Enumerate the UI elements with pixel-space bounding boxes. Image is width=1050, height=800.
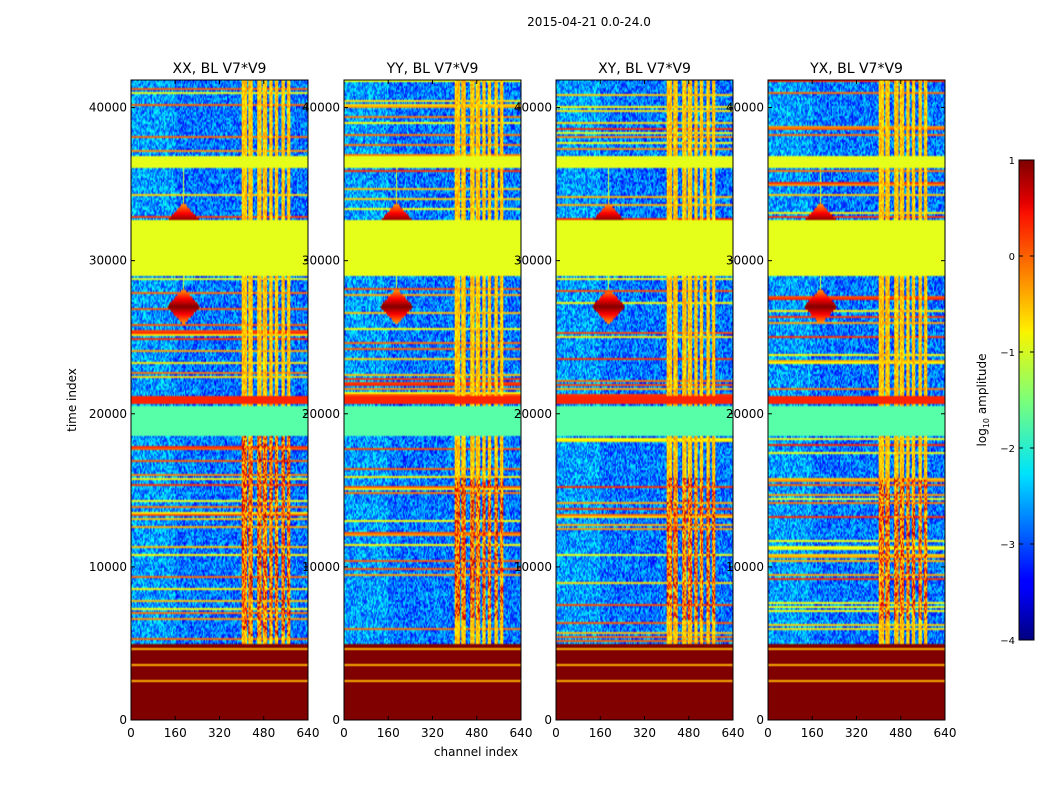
y-tick-label: 40000 bbox=[89, 101, 127, 115]
x-tick-label: 640 bbox=[722, 726, 745, 740]
y-tick-label: 30000 bbox=[302, 254, 340, 268]
y-axis-label: time index bbox=[65, 368, 79, 432]
panel-3: XY, BL V7*V9 0 160 320 480 640 0 10000 20000 3000… bbox=[514, 61, 745, 740]
x-tick-label: 320 bbox=[633, 726, 656, 740]
x-tick-label: 320 bbox=[208, 726, 231, 740]
colorbar-tick-label: −1 bbox=[1000, 348, 1015, 359]
x-tick-label: 640 bbox=[934, 726, 957, 740]
y-tick-label: 20000 bbox=[514, 407, 552, 421]
panel-title: XY, BL V7*V9 bbox=[598, 61, 691, 77]
y-tick-label: 0 bbox=[119, 713, 127, 727]
colorbar-label-rest: amplitude bbox=[975, 354, 989, 418]
colorbar: 10−1−2−3−4 log10 amplitude bbox=[975, 156, 1035, 647]
y-tick-label: 0 bbox=[332, 713, 340, 727]
panel-title: XX, BL V7*V9 bbox=[173, 61, 267, 77]
panel-heatmap bbox=[344, 80, 521, 720]
y-tick-label: 10000 bbox=[89, 560, 127, 574]
x-tick-label: 320 bbox=[845, 726, 868, 740]
x-tick-label: 320 bbox=[421, 726, 444, 740]
colorbar-label: log10 amplitude bbox=[975, 354, 991, 447]
colorbar-tick-label: 0 bbox=[1009, 252, 1015, 263]
y-tick-label: 10000 bbox=[514, 560, 552, 574]
panel-2: YY, BL V7*V9 0 160 320 480 640 0 10000 20000 3000… bbox=[302, 61, 533, 740]
colorbar-tick-label: −2 bbox=[1000, 444, 1015, 455]
x-tick-label: 0 bbox=[764, 726, 772, 740]
x-tick-label: 640 bbox=[510, 726, 533, 740]
panel-heatmap bbox=[131, 80, 308, 720]
y-tick-label: 0 bbox=[544, 713, 552, 727]
x-tick-label: 640 bbox=[297, 726, 320, 740]
x-axis-label: channel index bbox=[434, 745, 518, 759]
x-tick-label: 480 bbox=[465, 726, 488, 740]
colorbar-label-base: log bbox=[975, 428, 989, 446]
x-tick-label: 160 bbox=[801, 726, 824, 740]
y-tick-label: 20000 bbox=[726, 407, 764, 421]
colorbar-tick-label: 1 bbox=[1009, 156, 1015, 167]
y-tick-label: 0 bbox=[756, 713, 764, 727]
panel-heatmap bbox=[556, 80, 733, 720]
x-tick-label: 160 bbox=[589, 726, 612, 740]
y-tick-label: 30000 bbox=[514, 254, 552, 268]
x-tick-label: 160 bbox=[377, 726, 400, 740]
y-tick-label: 30000 bbox=[89, 254, 127, 268]
x-tick-label: 0 bbox=[340, 726, 348, 740]
y-tick-label: 40000 bbox=[302, 101, 340, 115]
panel-heatmap bbox=[768, 80, 945, 720]
colorbar-label-sub: 10 bbox=[982, 418, 991, 428]
y-tick-label: 30000 bbox=[726, 254, 764, 268]
x-tick-label: 480 bbox=[252, 726, 275, 740]
colorbar-tick-label: −3 bbox=[1000, 540, 1015, 551]
y-tick-label: 40000 bbox=[514, 101, 552, 115]
panel-1: XX, BL V7*V9 0 160 320 480 640 0 10000 20000 3000… bbox=[89, 61, 320, 740]
x-tick-label: 480 bbox=[889, 726, 912, 740]
y-tick-label: 10000 bbox=[302, 560, 340, 574]
panel-title: YY, BL V7*V9 bbox=[386, 61, 479, 77]
colorbar-tick-label: −4 bbox=[1000, 636, 1015, 647]
panel-title: YX, BL V7*V9 bbox=[809, 61, 903, 77]
x-tick-label: 480 bbox=[677, 726, 700, 740]
y-tick-label: 20000 bbox=[89, 407, 127, 421]
y-tick-label: 20000 bbox=[302, 407, 340, 421]
panel-4: YX, BL V7*V9 0 160 320 480 640 0 10000 20000 3000… bbox=[726, 61, 957, 740]
y-tick-label: 10000 bbox=[726, 560, 764, 574]
x-tick-label: 0 bbox=[127, 726, 135, 740]
colorbar-gradient bbox=[1018, 159, 1035, 641]
figure-suptitle: 2015-04-21 0.0-24.0 bbox=[527, 15, 651, 29]
y-tick-label: 40000 bbox=[726, 101, 764, 115]
x-tick-label: 0 bbox=[552, 726, 560, 740]
x-tick-label: 160 bbox=[164, 726, 187, 740]
